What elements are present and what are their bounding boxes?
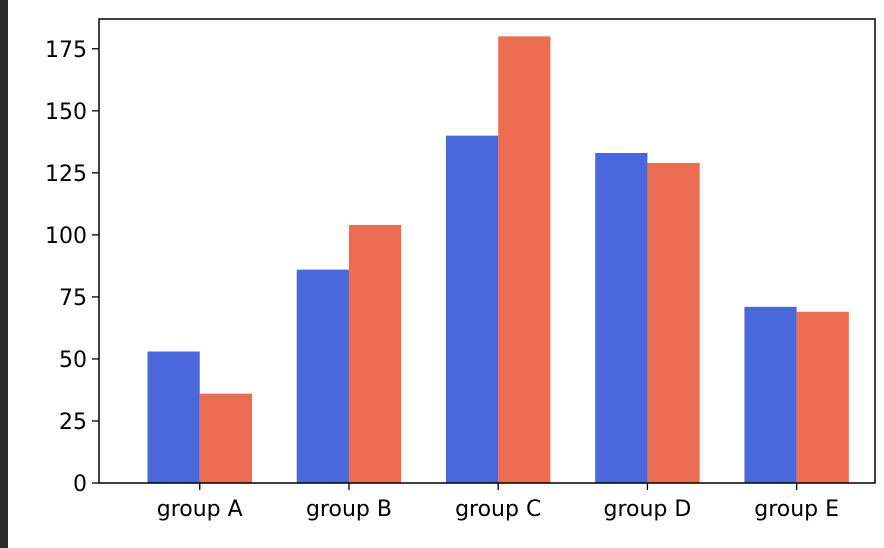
y-tick-label: 0 [73,472,87,497]
bar-series-1-group-c [445,135,499,484]
chart-figure: 0 25 50 75 100 125 150 175 group A group B group C… [8,0,884,548]
y-tick-label: 125 [45,162,87,187]
y-tick-label: 175 [45,38,87,63]
bar-series-1-group-b [296,269,349,483]
axes-layer: 0 25 50 75 100 125 150 175 group A group B group C… [45,38,839,522]
plot-frame [98,18,876,484]
bar-series-2-group-e [796,311,849,483]
y-tick-label: 50 [59,348,87,373]
bar-chart: 0 25 50 75 100 125 150 175 group A group B group C… [45,18,876,522]
y-tick-label: 75 [59,286,87,311]
bars-layer [147,36,849,484]
bar-series-1-group-d [595,152,648,483]
x-tick-label: group D [604,497,692,522]
y-tick-label: 25 [59,410,87,435]
bar-series-1-group-a [147,351,200,483]
x-tick-label: group B [306,497,392,522]
bar-series-2-group-d [647,162,700,484]
x-tick-label: group A [157,497,243,522]
y-tick-label: 100 [45,224,87,249]
bar-series-1-group-e [744,306,797,483]
bar-series-2-group-b [348,224,402,483]
bar-series-2-group-a [199,393,252,483]
bar-series-2-group-c [498,36,551,483]
x-tick-label: group C [455,497,541,522]
x-tick-label: group E [754,497,839,522]
y-tick-label: 150 [45,100,87,125]
